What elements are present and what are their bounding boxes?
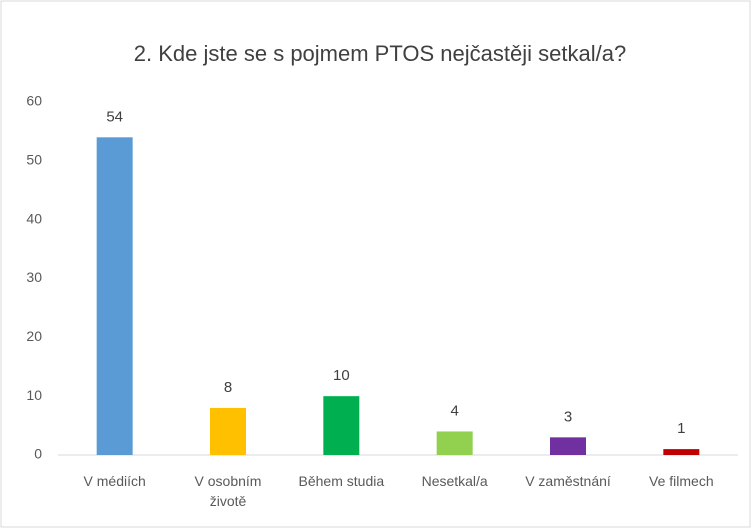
x-tick-label: Během studia — [298, 473, 385, 489]
y-tick-label: 30 — [26, 269, 42, 285]
y-tick-label: 40 — [26, 210, 42, 226]
data-label: 54 — [106, 108, 123, 125]
y-tick-label: 0 — [34, 446, 42, 462]
data-label: 1 — [677, 420, 685, 437]
x-tick-label: Nesetkal/a — [421, 473, 488, 489]
x-tick-label: V médiích — [83, 473, 146, 489]
y-tick-label: 50 — [26, 152, 42, 168]
data-label: 8 — [224, 379, 232, 396]
x-tick-label: V zaměstnání — [525, 473, 611, 489]
data-label: 3 — [564, 408, 572, 425]
x-tick-label: V osobním životě — [194, 473, 262, 509]
bar — [210, 407, 246, 455]
bar — [436, 431, 473, 455]
data-label: 4 — [450, 402, 458, 419]
chart-title: 2. Kde jste se s pojmem PTOS nejčastěji … — [134, 41, 626, 66]
y-tick-label: 10 — [26, 387, 42, 403]
bar — [323, 396, 360, 455]
data-label: 10 — [333, 367, 350, 384]
y-tick-label: 20 — [26, 328, 42, 344]
y-tick-label: 60 — [26, 93, 42, 109]
bar — [550, 437, 586, 455]
x-tick-label: Ve filmech — [649, 473, 714, 489]
bar — [663, 449, 700, 455]
bar — [96, 137, 133, 456]
